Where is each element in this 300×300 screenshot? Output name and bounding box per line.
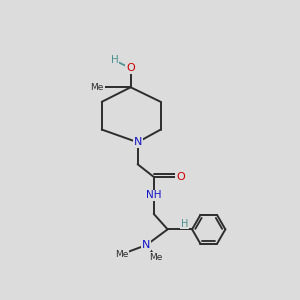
Text: N: N: [134, 137, 142, 147]
Text: Me: Me: [115, 250, 128, 259]
Text: O: O: [126, 63, 135, 73]
Text: Me: Me: [149, 253, 163, 262]
Text: H: H: [111, 55, 119, 65]
Text: Me: Me: [91, 83, 104, 92]
Text: H: H: [181, 219, 189, 229]
Text: O: O: [176, 172, 185, 182]
Text: NH: NH: [146, 190, 161, 200]
Text: N: N: [142, 240, 151, 250]
